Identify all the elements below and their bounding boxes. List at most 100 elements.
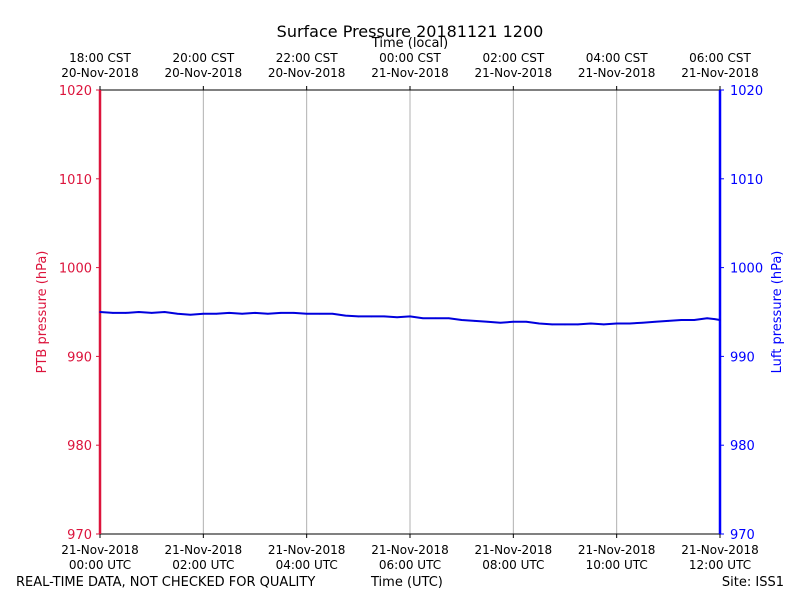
pressure-data-point [125, 312, 127, 314]
pressure-data-point [667, 320, 670, 322]
pressure-data-point [138, 311, 140, 313]
pressure-data-point [163, 311, 166, 313]
top-x-tick-time: 06:00 CST [689, 51, 751, 65]
series-layer [99, 311, 721, 326]
bottom-x-tick-date: 21-Nov-2018 [268, 543, 346, 557]
pressure-data-point [603, 323, 605, 326]
pressure-data-point [254, 312, 256, 314]
bottom-x-tick-date: 21-Nov-2018 [475, 543, 553, 557]
pressure-data-point [202, 313, 205, 315]
pressure-data-point [719, 319, 721, 321]
pressure-data-point [538, 322, 540, 325]
top-x-tick-time: 18:00 CST [69, 51, 131, 65]
bottom-x-tick-time: 06:00 UTC [379, 558, 441, 572]
pressure-data-point [448, 317, 450, 320]
pressure-series-line [99, 311, 721, 326]
pressure-data-point [305, 313, 308, 315]
left-y-tick-label: 1010 [59, 173, 92, 188]
bottom-x-tick-time: 08:00 UTC [482, 558, 544, 572]
left-y-tick-label: 1000 [59, 262, 92, 277]
top-x-tick-date: 20-Nov-2018 [61, 66, 139, 80]
top-x-tick-time: 22:00 CST [276, 51, 338, 65]
pressure-data-point [331, 313, 334, 315]
pressure-data-point [357, 315, 360, 318]
pressure-data-point [383, 315, 386, 318]
right-y-tick-label: 1010 [730, 173, 763, 188]
top-x-tick-time: 20:00 CST [172, 51, 234, 65]
pressure-data-point [99, 311, 101, 313]
pressure-data-point [228, 312, 230, 314]
top-axis-label: Time (local) [371, 36, 448, 51]
bottom-x-tick-date: 21-Nov-2018 [371, 543, 449, 557]
top-x-tick-time: 02:00 CST [482, 51, 544, 65]
pressure-data-point [435, 317, 437, 320]
right-y-tick-label: 1020 [730, 84, 763, 99]
site-label: Site: ISS1 [721, 575, 784, 590]
chart-title: Surface Pressure 20181121 1200 [277, 22, 544, 41]
right-y-tick-label: 990 [730, 350, 755, 365]
x-axis-label: Time (UTC) [371, 575, 443, 590]
left-y-tick-label: 980 [67, 439, 92, 454]
bottom-x-tick-date: 21-Nov-2018 [61, 543, 139, 557]
left-y-tick-label: 990 [67, 350, 92, 365]
pressure-data-point [714, 318, 716, 320]
pressure-data-point [590, 322, 592, 325]
left-axis-label: PTB pressure (hPa) [35, 251, 50, 374]
top-x-tick-date: 20-Nov-2018 [165, 66, 243, 80]
pressure-data-point [344, 314, 347, 317]
pressure-data-point [551, 323, 553, 326]
bottom-x-tick-date: 21-Nov-2018 [578, 543, 656, 557]
quality-disclaimer: REAL-TIME DATA, NOT CHECKED FOR QUALITY [16, 575, 316, 590]
pressure-data-point [460, 319, 463, 321]
bottom-x-tick-date: 21-Nov-2018 [681, 543, 759, 557]
pressure-data-point [409, 315, 411, 318]
pressure-data-point [654, 321, 657, 323]
pressure-data-point [422, 317, 424, 320]
gridlines [202, 90, 618, 534]
pressure-data-point [370, 315, 373, 318]
pressure-data-point [564, 323, 566, 326]
pressure-data-point [486, 321, 489, 323]
pressure-data-point [577, 323, 579, 326]
pressure-data-point [189, 313, 192, 316]
pressure-data-point [112, 312, 114, 314]
pressure-data-point [473, 320, 476, 322]
top-x-tick-date: 20-Nov-2018 [268, 66, 346, 80]
pressure-data-point [396, 316, 398, 319]
top-x-tick-date: 21-Nov-2018 [578, 66, 656, 80]
pressure-data-point [525, 321, 528, 323]
right-y-tick-label: 980 [730, 439, 755, 454]
top-x-tick-date: 21-Nov-2018 [681, 66, 759, 80]
pressure-data-point [706, 317, 708, 320]
pressure-data-point [680, 319, 683, 321]
right-y-axis: 970 980 990 1000 1010 1020 [718, 84, 763, 543]
pressure-data-point [280, 312, 282, 314]
bottom-x-tick-time: 04:00 UTC [276, 558, 338, 572]
left-y-tick-label: 970 [67, 528, 92, 543]
pressure-data-point [318, 313, 321, 315]
bottom-x-tick-date: 21-Nov-2018 [165, 543, 243, 557]
top-x-tick-date: 21-Nov-2018 [371, 66, 449, 80]
left-y-axis: 970 980 990 1000 1010 1020 [59, 84, 102, 543]
pressure-data-point [241, 313, 243, 315]
pressure-data-point [215, 313, 218, 315]
pressure-data-point [641, 321, 644, 324]
top-x-tick-time: 04:00 CST [586, 51, 648, 65]
left-y-tick-label: 1020 [59, 84, 92, 99]
top-x-tick-time: 00:00 CST [379, 51, 441, 65]
bottom-x-tick-time: 12:00 UTC [689, 558, 751, 572]
bottom-x-tick-time: 00:00 UTC [69, 558, 131, 572]
pressure-data-point [693, 319, 695, 321]
pressure-data-point [628, 322, 631, 325]
right-y-tick-label: 1000 [730, 262, 763, 277]
right-y-tick-label: 970 [730, 528, 755, 543]
right-axis-label: Luft pressure (hPa) [770, 251, 785, 374]
pressure-data-point [176, 313, 179, 315]
pressure-data-point [512, 321, 515, 323]
bottom-x-tick-time: 10:00 UTC [586, 558, 648, 572]
pressure-data-point [293, 312, 295, 314]
pressure-data-point [499, 321, 502, 324]
